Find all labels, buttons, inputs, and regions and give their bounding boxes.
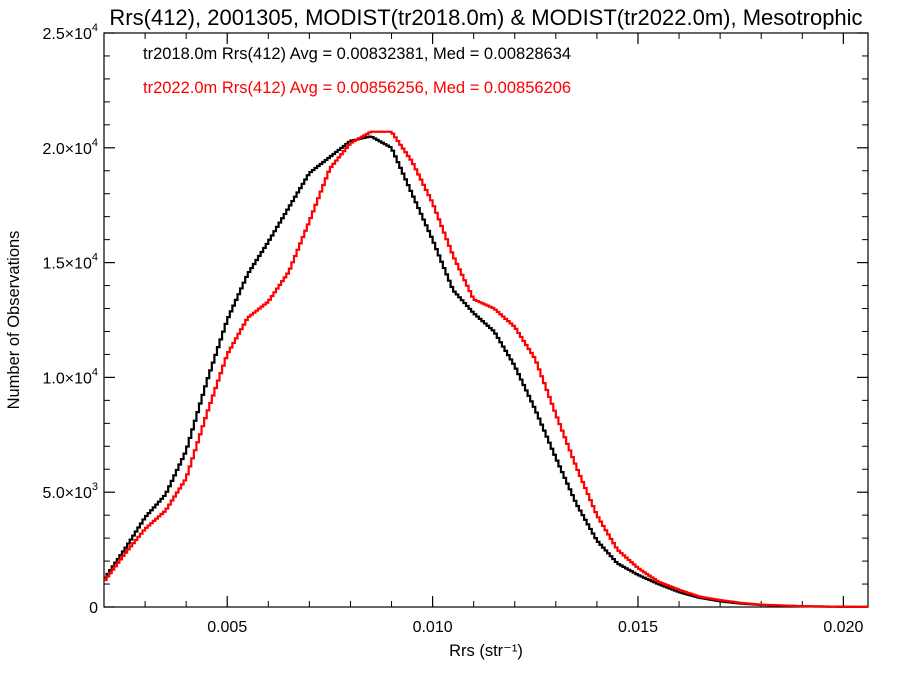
x-tick-labels: 0.005 0.010 0.015 0.020 (207, 619, 863, 636)
y-tick-label: 1.5×104 (42, 252, 98, 273)
x-tick-label: 0.010 (413, 619, 453, 636)
axis-ticks (104, 32, 868, 608)
x-tick-label: 0.005 (207, 619, 247, 636)
y-tick-labels: 0 5.0×103 1.0×104 1.5×104 2.0×104 2.5×104 (42, 22, 98, 617)
chart-title: Rrs(412), 2001305, MODIST(tr2018.0m) & M… (109, 5, 862, 30)
x-tick-label: 0.020 (823, 619, 863, 636)
annotation-tr2018: tr2018.0m Rrs(412) Avg = 0.00832381, Med… (143, 45, 571, 63)
x-tick-label: 0.015 (618, 619, 658, 636)
series-line-tr2022.0m (104, 130, 868, 608)
annotation-tr2022: tr2022.0m Rrs(412) Avg = 0.00856256, Med… (143, 79, 571, 97)
y-axis-label: Number of Observations (5, 231, 23, 410)
series-line-tr2018.0m (104, 135, 868, 608)
y-tick-label: 1.0×104 (42, 366, 98, 387)
x-axis-label: Rrs (str⁻¹) (449, 642, 523, 660)
plot-border (103, 32, 869, 608)
y-tick-label: 0 (89, 600, 98, 617)
plot-frame (103, 32, 869, 608)
y-tick-label: 2.0×104 (42, 137, 98, 158)
y-tick-label: 2.5×104 (42, 22, 98, 43)
y-tick-label: 5.0×103 (42, 481, 98, 502)
series-lines (104, 130, 868, 608)
